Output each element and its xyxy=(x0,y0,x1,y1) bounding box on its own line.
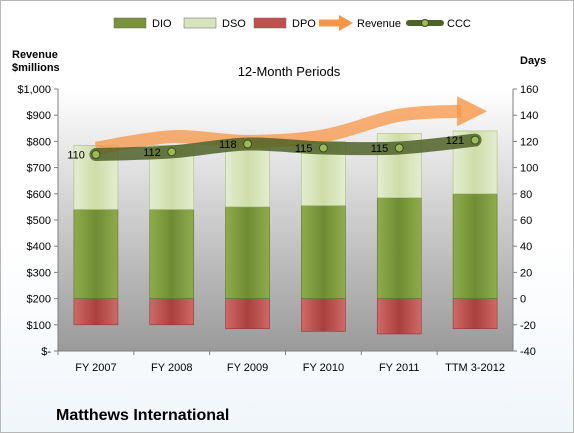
legend-label-revenue: Revenue xyxy=(357,18,401,30)
ccc-data-label-4: 115 xyxy=(371,143,389,155)
legend-swatch-dpo xyxy=(253,17,287,29)
bar-dio-5 xyxy=(452,193,498,299)
plot-area xyxy=(58,89,513,351)
bar-dio-2 xyxy=(225,206,270,299)
left-axis-tick-label-3: $300 xyxy=(27,267,51,279)
legend-swatch-ccc-marker xyxy=(421,19,429,27)
x-axis-tick-label-3: FY 2010 xyxy=(303,362,344,374)
left-axis-tick-label-10: $1,000 xyxy=(17,84,51,96)
right-axis-tick-label-7: 100 xyxy=(520,163,538,175)
right-axis-tick-label-1: -20 xyxy=(520,320,536,332)
ccc-line xyxy=(89,133,482,161)
left-axis-tick-label-1: $100 xyxy=(27,320,51,332)
right-axis-tick-label-10: 160 xyxy=(520,84,538,96)
bar-dpo-2 xyxy=(225,298,270,330)
bar-dio-0 xyxy=(73,209,119,299)
bar-dpo-4 xyxy=(376,298,422,335)
left-axis-tick-label-0: $- xyxy=(41,346,51,358)
bar-dio-1 xyxy=(149,209,195,299)
x-axis-tick-label-1: FY 2008 xyxy=(151,362,192,374)
left-axis-tick-label-6: $600 xyxy=(27,189,51,201)
legend-swatch-revenue-head xyxy=(339,15,353,31)
right-axis-tick-label-3: 20 xyxy=(520,267,532,279)
ccc-data-label-1: 112 xyxy=(143,147,161,159)
legend-swatch-dso xyxy=(183,17,217,29)
ccc-point-4 xyxy=(394,143,404,153)
ccc-data-label-5: 121 xyxy=(446,135,464,147)
legend-label-dio: DIO xyxy=(152,18,172,30)
right-axis-tick-label-2: 0 xyxy=(520,294,526,306)
left-axis-tick-label-2: $200 xyxy=(27,294,51,306)
left-axis-tick-label-5: $500 xyxy=(27,215,51,227)
left-axis-tick-label-4: $400 xyxy=(27,241,51,253)
bar-dpo-1 xyxy=(149,298,195,326)
left-axis-tick-label-9: $900 xyxy=(27,110,51,122)
bar-dpo-0 xyxy=(73,298,119,326)
x-axis-tick-label-4: FY 2011 xyxy=(379,362,420,374)
right-axis-tick-label-5: 60 xyxy=(520,215,532,227)
ccc-point-3 xyxy=(318,143,328,153)
bar-dpo-3 xyxy=(301,298,346,332)
left-axis-label-line-1: Revenue xyxy=(12,49,58,61)
x-axis-tick-label-2: FY 2009 xyxy=(227,362,268,374)
left-axis-tick-label-8: $800 xyxy=(27,136,51,148)
right-axis-tick-label-8: 120 xyxy=(520,136,538,148)
x-axis-tick-label-5: TTM 3-2012 xyxy=(445,362,505,374)
bar-dio-4 xyxy=(376,197,422,299)
x-axis-tick-label-0: FY 2007 xyxy=(75,362,116,374)
chart-title: 12-Month Periods xyxy=(238,64,341,79)
left-axis-tick-label-7: $700 xyxy=(27,163,51,175)
legend-label-ccc: CCC xyxy=(447,18,471,30)
ccc-point-5 xyxy=(470,135,480,145)
right-axis-tick-label-0: -40 xyxy=(520,346,536,358)
right-axis-tick-label-6: 80 xyxy=(520,189,532,201)
ccc-point-2 xyxy=(243,139,253,149)
right-axis-tick-label-9: 140 xyxy=(520,110,538,122)
bar-dio-3 xyxy=(301,205,346,299)
revenue-arrow-head xyxy=(457,96,488,127)
right-axis-label: Days xyxy=(520,55,546,67)
ccc-point-0 xyxy=(91,150,101,159)
bar-dpo-5 xyxy=(452,298,498,330)
legend-label-dso: DSO xyxy=(222,18,246,30)
ccc-data-label-0: 110 xyxy=(67,150,85,162)
legend-label-dpo: DPO xyxy=(292,18,316,30)
ccc-data-label-3: 115 xyxy=(295,143,313,155)
legend-swatch-dio xyxy=(113,17,147,29)
company-name: Matthews International xyxy=(56,407,230,424)
ccc-data-label-2: 118 xyxy=(219,139,237,151)
right-axis-tick-label-4: 40 xyxy=(520,241,532,253)
ccc-point-1 xyxy=(167,147,177,157)
left-axis-label-line-2: $millions xyxy=(12,62,60,74)
